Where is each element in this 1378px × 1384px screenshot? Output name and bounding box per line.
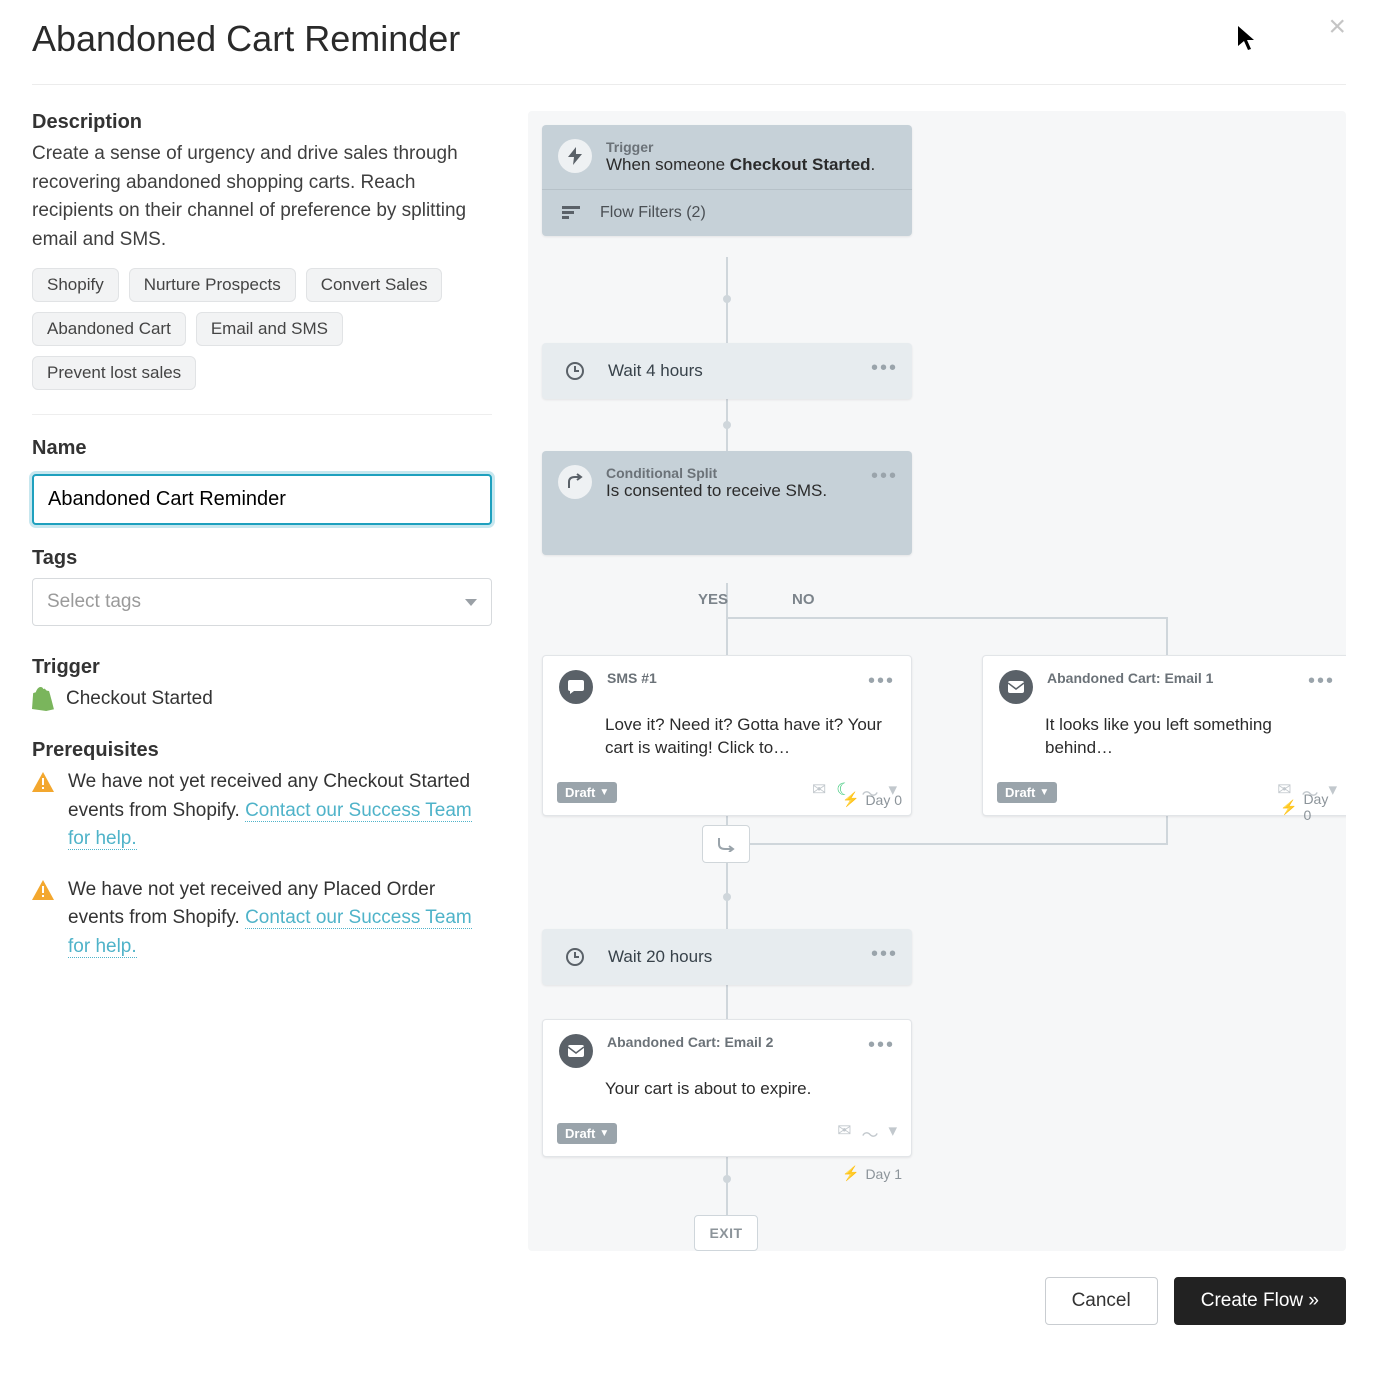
wait-node[interactable]: Wait 4 hours ••• (542, 343, 912, 399)
email-node[interactable]: Abandoned Cart: Email 2 ••• Your cart is… (542, 1019, 912, 1157)
name-heading: Name (32, 437, 492, 460)
node-footer-icons: ✉ 〜 ▾ (837, 1121, 897, 1146)
status-badge[interactable]: Draft▼ (557, 782, 617, 803)
cancel-button[interactable]: Cancel (1045, 1277, 1158, 1325)
connector (728, 617, 1167, 619)
send-icon: ✉ (837, 1121, 851, 1146)
chip: Shopify (32, 268, 119, 302)
more-icon[interactable]: ••• (871, 465, 898, 488)
bolt-icon (558, 139, 592, 173)
trigger-node[interactable]: Trigger When someone Checkout Started. (542, 125, 912, 236)
connector-dot (723, 295, 731, 303)
email-body: It looks like you left something behind… (983, 714, 1346, 772)
more-icon[interactable]: ••• (868, 670, 895, 693)
merge-icon (716, 836, 736, 852)
prereq-text: We have not yet received any Checkout St… (68, 768, 492, 854)
day-tag: ⚡ Day 0 (842, 791, 902, 808)
flow-name-input[interactable] (32, 474, 492, 525)
email-body: Your cart is about to expire. (543, 1078, 911, 1113)
email-title: Abandoned Cart: Email 1 (1047, 670, 1294, 686)
trigger-text: When someone Checkout Started. (606, 155, 875, 175)
clock-icon (558, 354, 592, 388)
more-icon[interactable]: ••• (868, 1034, 895, 1057)
close-icon[interactable]: × (1328, 12, 1346, 42)
split-text: Is consented to receive SMS. (606, 481, 827, 501)
trigger-row: Checkout Started (32, 687, 492, 711)
flow-filters-label: Flow Filters (2) (600, 204, 706, 222)
flow-preview: YES NO Trigger When someone Checkout Sta… (528, 111, 1346, 1251)
modal-header: Abandoned Cart Reminder × (32, 18, 1346, 85)
connector (1166, 617, 1168, 655)
chart-icon: 〜 (861, 1121, 878, 1146)
chip: Prevent lost sales (32, 356, 196, 390)
description-heading: Description (32, 111, 492, 134)
chip-list: Shopify Nurture Prospects Convert Sales … (32, 268, 492, 390)
tags-select[interactable]: Select tags (32, 578, 492, 626)
funnel-icon: ▾ (888, 1121, 897, 1146)
shopify-icon (32, 687, 54, 711)
left-panel: Description Create a sense of urgency an… (32, 111, 492, 1251)
connector-dot (723, 893, 731, 901)
prereq-item: We have not yet received any Placed Orde… (32, 876, 492, 962)
branch-yes-label: YES (698, 591, 728, 608)
modal: Abandoned Cart Reminder × Description Cr… (0, 0, 1378, 1353)
wait-node[interactable]: Wait 20 hours ••• (542, 929, 912, 985)
split-kicker: Conditional Split (606, 465, 827, 481)
split-node[interactable]: Conditional Split Is consented to receiv… (542, 451, 912, 555)
day-tag: ⚡ Day 0 (1280, 791, 1332, 823)
description-text: Create a sense of urgency and drive sale… (32, 140, 492, 254)
chip: Abandoned Cart (32, 312, 186, 346)
status-badge[interactable]: Draft▼ (997, 782, 1057, 803)
mail-icon (999, 670, 1033, 704)
divider (32, 414, 492, 415)
filter-icon (562, 206, 580, 220)
sms-title: SMS #1 (607, 670, 854, 686)
flow-filters-row[interactable]: Flow Filters (2) (542, 190, 912, 236)
more-icon[interactable]: ••• (871, 357, 898, 380)
modal-body: Description Create a sense of urgency an… (32, 111, 1346, 1251)
split-icon (558, 465, 592, 499)
connector (750, 843, 1168, 845)
warning-icon (32, 772, 54, 792)
chevron-down-icon (465, 599, 477, 606)
connector (726, 985, 728, 1019)
exit-node: EXIT (694, 1215, 758, 1251)
prereq-text: We have not yet received any Placed Orde… (68, 876, 492, 962)
day-tag: ⚡ Day 1 (842, 1165, 902, 1182)
chip: Email and SMS (196, 312, 343, 346)
email-title: Abandoned Cart: Email 2 (607, 1034, 854, 1050)
trigger-kicker: Trigger (606, 139, 875, 155)
trigger-heading: Trigger (32, 656, 492, 679)
merge-node[interactable] (702, 825, 750, 863)
connector-dot (723, 421, 731, 429)
more-icon[interactable]: ••• (1308, 670, 1335, 693)
warning-icon (32, 880, 54, 900)
sms-body: Love it? Need it? Gotta have it? Your ca… (543, 714, 911, 772)
branch-no-label: NO (792, 591, 815, 608)
tags-heading: Tags (32, 547, 492, 570)
footer: Cancel Create Flow » (32, 1277, 1346, 1325)
wait-label: Wait 4 hours (608, 361, 703, 381)
chip: Nurture Prospects (129, 268, 296, 302)
page-title: Abandoned Cart Reminder (32, 18, 460, 60)
tags-placeholder: Select tags (47, 591, 141, 613)
create-flow-button[interactable]: Create Flow » (1174, 1277, 1346, 1325)
more-icon[interactable]: ••• (871, 943, 898, 966)
flow-canvas: YES NO Trigger When someone Checkout Sta… (542, 125, 1332, 1227)
clock-icon (558, 940, 592, 974)
prereq-heading: Prerequisites (32, 739, 492, 762)
chip: Convert Sales (306, 268, 443, 302)
prereq-item: We have not yet received any Checkout St… (32, 768, 492, 854)
sms-icon (559, 670, 593, 704)
trigger-label: Checkout Started (66, 688, 213, 710)
send-icon: ✉ (812, 780, 826, 805)
connector-dot (723, 1175, 731, 1183)
wait-label: Wait 20 hours (608, 947, 712, 967)
status-badge[interactable]: Draft▼ (557, 1123, 617, 1144)
mail-icon (559, 1034, 593, 1068)
